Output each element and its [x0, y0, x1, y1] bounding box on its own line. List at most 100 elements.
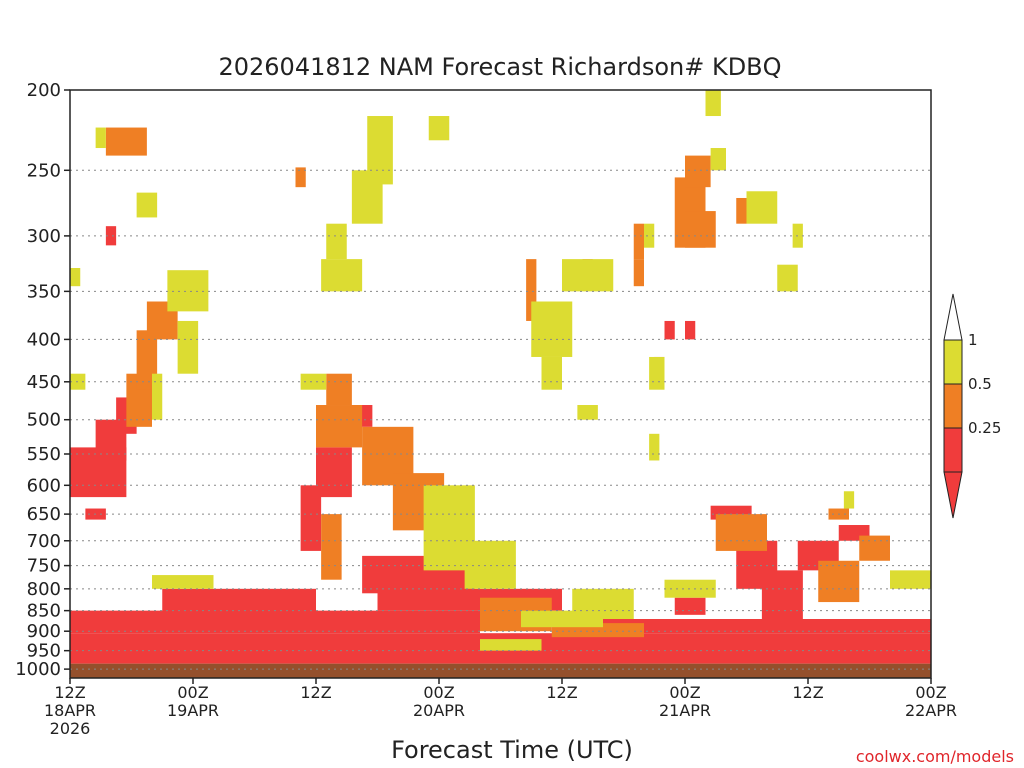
- x-tick-label-5-2: 21APR: [659, 701, 711, 720]
- ri-cell-low: [300, 485, 322, 551]
- ri-cell-high: [541, 356, 562, 390]
- ri-cell-low: [674, 597, 706, 615]
- legend-label-0.5: 0.5: [968, 375, 992, 393]
- ri-cell-mid: [736, 197, 747, 224]
- legend-arrow-top: [943, 293, 963, 341]
- y-tick-label-800: 800: [27, 579, 61, 600]
- y-tick-label-250: 250: [27, 160, 61, 181]
- ri-cell-high: [326, 223, 347, 260]
- legend-swatch-0.25: [943, 427, 963, 473]
- ri-cell-low: [761, 570, 803, 624]
- y-tick-label-850: 850: [27, 601, 61, 622]
- ri-cell-high: [152, 373, 163, 420]
- ri-cell-high: [367, 116, 393, 185]
- color-legend: 1 0.5 0.25: [943, 293, 1001, 519]
- richardson-cells: [70, 90, 931, 664]
- ri-cell-high: [562, 259, 614, 292]
- ri-cell-high: [649, 356, 665, 390]
- ri-cell-mid: [685, 155, 711, 188]
- ri-cell-low: [316, 447, 352, 498]
- x-tick-label-1-2: 19APR: [167, 701, 219, 720]
- y-tick-label-650: 650: [27, 504, 61, 525]
- ri-cell-high: [710, 148, 726, 171]
- y-tick-label-200: 200: [27, 80, 61, 101]
- ri-cell-mid: [685, 211, 716, 248]
- y-tick-label-450: 450: [27, 372, 61, 393]
- ri-cell-mid: [818, 560, 860, 603]
- x-axis-label: Forecast Time (UTC): [391, 736, 633, 764]
- ri-cell-high: [746, 191, 778, 224]
- ri-cell-mid: [316, 405, 363, 448]
- ri-cell-low: [603, 619, 931, 634]
- ri-cell-high: [480, 639, 542, 651]
- ri-cell-high: [136, 192, 158, 218]
- ri-cell-high: [705, 90, 721, 117]
- x-tick-label-6-1: 12Z: [792, 683, 823, 702]
- ri-cell-low: [685, 320, 696, 340]
- y-tick-label-300: 300: [27, 226, 61, 247]
- ri-cell-mid: [105, 127, 147, 156]
- ri-cell-high: [428, 116, 450, 141]
- ri-cell-high: [70, 268, 81, 287]
- y-tick-label-900: 900: [27, 621, 61, 642]
- ri-cell-high: [152, 575, 214, 589]
- chart-title: 2026041812 NAM Forecast Richardson# KDBQ: [218, 53, 781, 81]
- ri-cell-high: [531, 301, 573, 357]
- ri-cell-mid: [633, 259, 644, 287]
- ri-cell-mid: [326, 373, 352, 406]
- y-tick-label-750: 750: [27, 556, 61, 577]
- ri-cell-high: [843, 491, 855, 509]
- ri-cell-mid: [295, 167, 306, 188]
- ri-cell-low: [70, 610, 480, 634]
- ri-cell-mid: [526, 259, 537, 321]
- ri-cell-mid: [321, 514, 342, 580]
- x-tick-label-4-1: 12Z: [546, 683, 577, 702]
- ri-cell-high: [95, 127, 106, 149]
- x-tick-label-3-2: 20APR: [413, 701, 465, 720]
- ri-cell-high: [644, 223, 655, 248]
- x-tick-label-0-1: 12Z: [54, 683, 85, 702]
- ri-cell-high: [649, 433, 660, 461]
- ri-cell-high: [300, 373, 327, 390]
- ri-cell-high: [321, 259, 363, 292]
- legend-swatch-1: [943, 339, 963, 385]
- x-tick-label-7-1: 00Z: [915, 683, 946, 702]
- y-axis: 200 250 300 350 400 450 500 550 600 650 700 7508008…: [15, 80, 70, 680]
- x-tick-label-0-2: 18APR: [44, 701, 96, 720]
- ri-cell-high: [577, 405, 598, 420]
- credit-label: coolwx.com/models: [856, 747, 1014, 766]
- ri-cell-high: [572, 588, 634, 620]
- legend-label-0.25: 0.25: [968, 419, 1001, 437]
- ri-cell-high: [464, 540, 516, 589]
- y-tick-label-350: 350: [27, 281, 61, 302]
- ri-cell-high: [664, 579, 716, 598]
- x-tick-label-1-1: 00Z: [177, 683, 208, 702]
- y-tick-label-950: 950: [27, 641, 61, 662]
- x-tick-label-3-1: 00Z: [423, 683, 454, 702]
- y-tick-label-500: 500: [27, 410, 61, 431]
- x-tick-label-2-1: 12Z: [300, 683, 331, 702]
- ri-cell-high: [890, 570, 931, 589]
- y-tick-label-1000: 1000: [15, 659, 61, 680]
- ri-cell-low: [664, 320, 675, 340]
- x-tick-label-0-3: 2026: [50, 719, 91, 738]
- legend-label-1: 1: [968, 331, 978, 349]
- y-tick-label-550: 550: [27, 444, 61, 465]
- plot-border: [69, 89, 932, 679]
- legend-swatch-0.5: [943, 383, 963, 429]
- x-tick-label-7-2: 22APR: [905, 701, 957, 720]
- y-tick-label-700: 700: [27, 531, 61, 552]
- y-tick-label-600: 600: [27, 475, 61, 496]
- ri-cell-high: [167, 270, 209, 312]
- ri-cell-mid: [715, 514, 767, 551]
- y-tick-label-400: 400: [27, 329, 61, 350]
- ri-cell-high: [777, 264, 798, 292]
- ground-band: [70, 663, 931, 678]
- x-tick-label-5-1: 00Z: [669, 683, 700, 702]
- plot-area: [69, 89, 932, 679]
- ri-cell-mid: [859, 535, 890, 561]
- ri-cell-high: [177, 320, 199, 374]
- ri-cell-mid: [633, 223, 644, 260]
